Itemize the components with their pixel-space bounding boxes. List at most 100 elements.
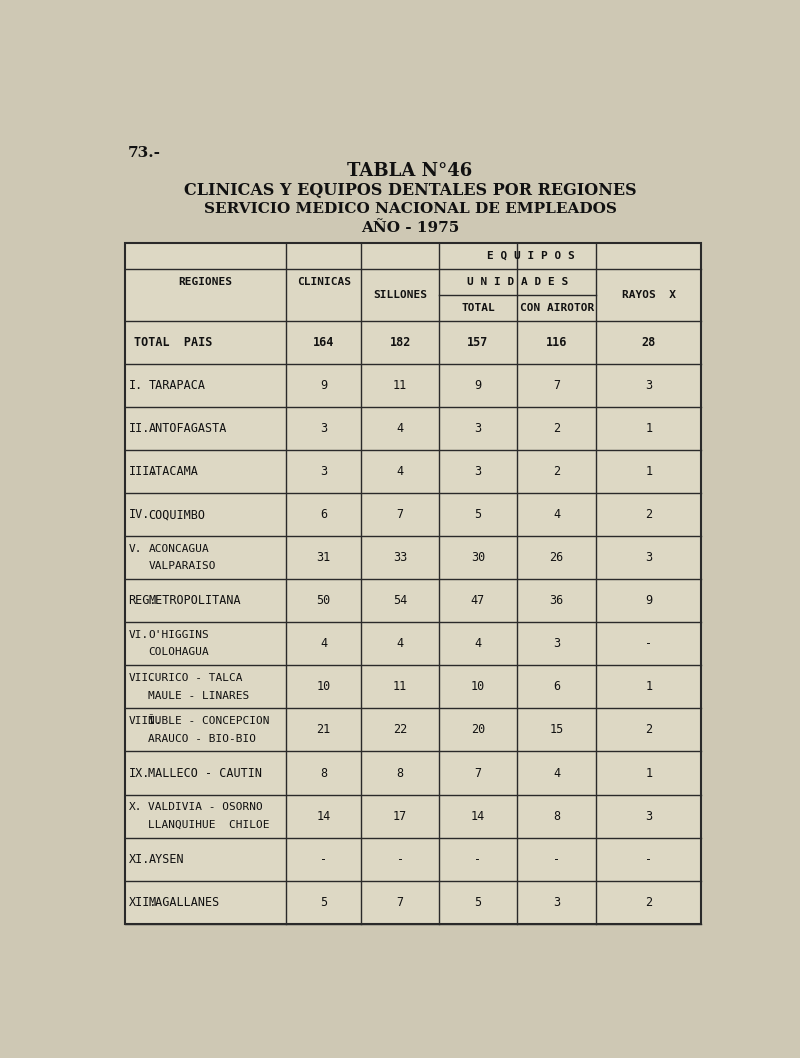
Text: ANTOFAGASTA: ANTOFAGASTA — [148, 422, 226, 435]
Text: MAULE - LINARES: MAULE - LINARES — [148, 691, 250, 700]
Text: 5: 5 — [474, 896, 482, 909]
Text: U N I D A D E S: U N I D A D E S — [467, 277, 568, 287]
Text: -: - — [553, 853, 560, 865]
Text: 4: 4 — [320, 637, 327, 651]
Text: XI.: XI. — [129, 853, 150, 865]
Text: 14: 14 — [471, 809, 485, 822]
Text: 3: 3 — [553, 637, 560, 651]
Text: LLANQUIHUE  CHILOE: LLANQUIHUE CHILOE — [148, 820, 270, 829]
Text: 9: 9 — [320, 379, 327, 393]
Text: 7: 7 — [553, 379, 560, 393]
Bar — [125, 242, 702, 924]
Text: IV.: IV. — [129, 508, 150, 522]
Text: ATACAMA: ATACAMA — [148, 466, 198, 478]
Text: 9: 9 — [646, 595, 653, 607]
Text: 2: 2 — [553, 422, 560, 435]
Text: VALDIVIA - OSORNO: VALDIVIA - OSORNO — [148, 802, 263, 813]
Text: 3: 3 — [646, 809, 653, 822]
Text: 6: 6 — [553, 680, 560, 693]
Text: 1: 1 — [646, 466, 653, 478]
Text: III.: III. — [129, 466, 157, 478]
Text: ÑUBLE - CONCEPCION: ÑUBLE - CONCEPCION — [148, 716, 270, 727]
Text: 3: 3 — [553, 896, 560, 909]
Text: 2: 2 — [646, 508, 653, 522]
Text: VALPARAISO: VALPARAISO — [148, 562, 216, 571]
Text: XII.: XII. — [129, 896, 157, 909]
Text: 11: 11 — [393, 379, 407, 393]
Text: 26: 26 — [550, 551, 564, 564]
Text: SILLONES: SILLONES — [373, 290, 427, 300]
Text: 3: 3 — [646, 551, 653, 564]
Text: 3: 3 — [646, 379, 653, 393]
Text: 17: 17 — [393, 809, 407, 822]
Text: 157: 157 — [467, 336, 489, 349]
Text: 3: 3 — [320, 466, 327, 478]
Text: 1: 1 — [646, 680, 653, 693]
Text: 14: 14 — [317, 809, 331, 822]
Text: 3: 3 — [320, 422, 327, 435]
Text: 5: 5 — [474, 508, 482, 522]
Text: COQUIMBO: COQUIMBO — [148, 508, 206, 522]
Text: VIII.: VIII. — [129, 716, 162, 727]
Text: 10: 10 — [471, 680, 485, 693]
Text: 2: 2 — [646, 724, 653, 736]
Text: O'HIGGINS: O'HIGGINS — [148, 631, 209, 640]
Text: 11: 11 — [393, 680, 407, 693]
Text: E Q U I P O S: E Q U I P O S — [487, 251, 575, 261]
Text: 9: 9 — [474, 379, 482, 393]
Text: 15: 15 — [550, 724, 564, 736]
Text: X.: X. — [129, 802, 142, 813]
Text: MAGALLANES: MAGALLANES — [148, 896, 220, 909]
Text: 164: 164 — [313, 336, 334, 349]
Text: 1: 1 — [646, 422, 653, 435]
Text: CURICO - TALCA: CURICO - TALCA — [148, 673, 243, 683]
Text: SERVICIO MEDICO NACIONAL DE EMPLEADOS: SERVICIO MEDICO NACIONAL DE EMPLEADOS — [203, 202, 617, 216]
Text: II.: II. — [129, 422, 150, 435]
Text: 116: 116 — [546, 336, 567, 349]
Text: -: - — [646, 637, 653, 651]
Text: 8: 8 — [320, 766, 327, 780]
Text: 54: 54 — [393, 595, 407, 607]
Text: 4: 4 — [397, 637, 404, 651]
Text: AÑO - 1975: AÑO - 1975 — [361, 221, 459, 236]
Text: 10: 10 — [317, 680, 331, 693]
Text: 36: 36 — [550, 595, 564, 607]
Text: CLINICAS: CLINICAS — [297, 277, 350, 287]
Text: AYSEN: AYSEN — [148, 853, 184, 865]
Text: 4: 4 — [397, 422, 404, 435]
Text: -: - — [397, 853, 404, 865]
Text: TOTAL: TOTAL — [461, 303, 495, 313]
Text: 7: 7 — [474, 766, 482, 780]
Text: 182: 182 — [390, 336, 411, 349]
Text: V.: V. — [129, 544, 142, 554]
Text: 8: 8 — [553, 809, 560, 822]
Text: ARAUCO - BIO-BIO: ARAUCO - BIO-BIO — [148, 733, 256, 744]
Text: 4: 4 — [553, 766, 560, 780]
Text: 3: 3 — [474, 422, 482, 435]
Text: ACONCAGUA: ACONCAGUA — [148, 544, 209, 554]
Text: 7: 7 — [397, 896, 404, 909]
Text: TOTAL  PAIS: TOTAL PAIS — [134, 336, 213, 349]
Text: 4: 4 — [474, 637, 482, 651]
Text: 50: 50 — [317, 595, 331, 607]
Text: 73.-: 73.- — [128, 146, 161, 160]
Text: 30: 30 — [471, 551, 485, 564]
Text: 33: 33 — [393, 551, 407, 564]
Text: 7: 7 — [397, 508, 404, 522]
Text: -: - — [646, 853, 653, 865]
Text: 28: 28 — [642, 336, 656, 349]
Text: REG.: REG. — [129, 595, 157, 607]
Text: 1: 1 — [646, 766, 653, 780]
Text: 31: 31 — [317, 551, 331, 564]
Text: 4: 4 — [553, 508, 560, 522]
Text: 6: 6 — [320, 508, 327, 522]
Text: 8: 8 — [397, 766, 404, 780]
Text: -: - — [474, 853, 482, 865]
Text: VI.: VI. — [129, 631, 149, 640]
Text: 22: 22 — [393, 724, 407, 736]
Text: CON AIROTOR: CON AIROTOR — [519, 303, 594, 313]
Text: METROPOLITANA: METROPOLITANA — [148, 595, 241, 607]
Text: VII.: VII. — [129, 673, 155, 683]
Text: MALLECO - CAUTIN: MALLECO - CAUTIN — [148, 766, 262, 780]
Text: CLINICAS Y EQUIPOS DENTALES POR REGIONES: CLINICAS Y EQUIPOS DENTALES POR REGIONES — [184, 182, 636, 199]
